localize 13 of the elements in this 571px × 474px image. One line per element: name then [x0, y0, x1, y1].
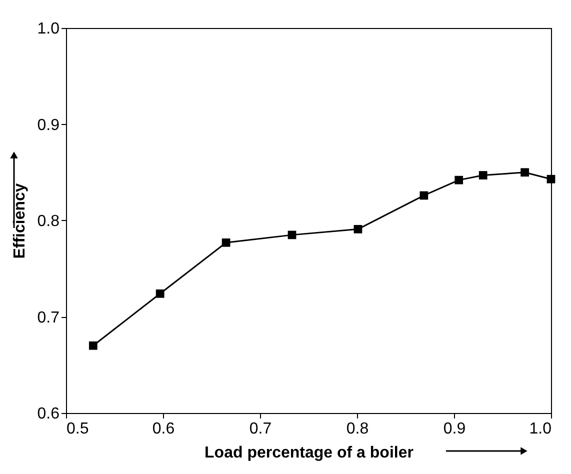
x-tick-label: 0.8 — [346, 420, 369, 438]
x-tick-label: 1.0 — [529, 420, 552, 438]
y-tick-label: 0.7 — [37, 309, 60, 326]
x-tick-label: 0.5 — [66, 420, 89, 438]
y-tick-label: 0.9 — [37, 116, 60, 134]
x-tick-label: 0.9 — [443, 420, 466, 438]
x-tick-label: 0.6 — [152, 420, 175, 438]
y-tick-label: 0.8 — [37, 213, 60, 230]
y-axis-title: Efficiency — [11, 183, 28, 259]
y-tick-label: 0.6 — [37, 406, 60, 422]
x-tick-label: 0.7 — [249, 420, 272, 438]
x-axis-title: Load percentage of a boiler — [204, 444, 414, 462]
y-tick-label: 1.0 — [37, 20, 60, 38]
